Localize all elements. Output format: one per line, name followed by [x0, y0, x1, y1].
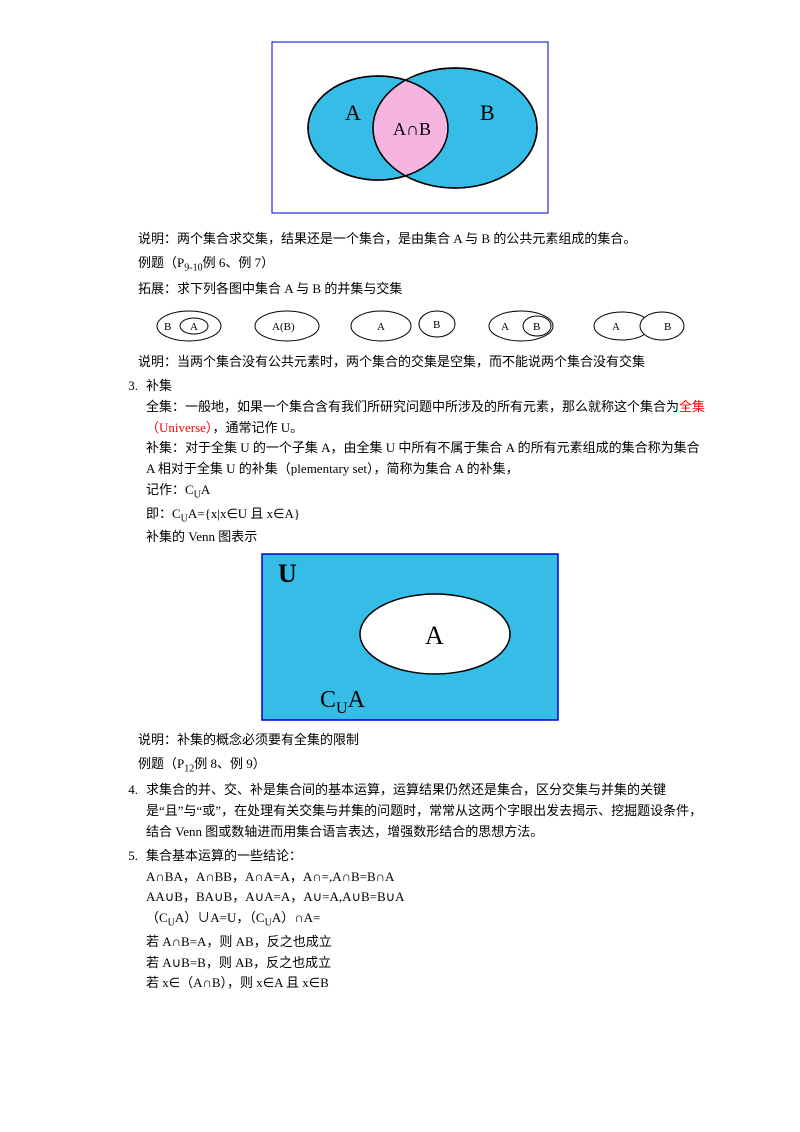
svg-text:B: B: [533, 321, 540, 333]
complement-def: 补集：对于全集 U 的一个子集 A，由全集 U 中所有不属于集合 A 的所有元素…: [146, 438, 710, 480]
svg-text:B: B: [433, 319, 440, 331]
empty-intersection-note: 说明：当两个集合没有公共元素时，两个集合的交集是空集，而不能说两个集合没有交集: [110, 352, 710, 373]
small-venn-3: A B: [349, 308, 459, 344]
example-ref-1: 例题（P9-10例 6、例 7）: [110, 253, 710, 277]
small-venn-5: A B: [590, 308, 690, 344]
complement-note: 说明：补集的概念必须要有全集的限制: [110, 730, 710, 751]
complement-formula: 即：CUA={x|x∈U 且 x∈A}: [146, 504, 710, 528]
venn-label-a: A: [345, 100, 361, 125]
venn-label-int: A∩B: [393, 119, 431, 139]
comp-label-a: A: [425, 621, 444, 650]
svg-text:A: A: [612, 321, 620, 333]
conclusions-title: 集合基本运算的一些结论：: [146, 846, 710, 867]
svg-text:A: A: [377, 321, 385, 333]
small-venn-1: B A: [154, 308, 224, 344]
intersection-note: 说明：两个集合求交集，结果还是一个集合，是由集合 A 与 B 的公共元素组成的集…: [110, 229, 710, 250]
complement-venn: U A CUA: [110, 552, 710, 726]
item-number-4: 4.: [110, 780, 146, 842]
item-number-3: 3.: [110, 376, 146, 548]
comp-label-u: U: [278, 559, 297, 588]
svg-text:A: A: [190, 321, 198, 333]
conclusion-line-1: A∩BA，A∩BB，A∩A=A，A∩=,A∩B=B∩A: [146, 867, 710, 888]
small-venn-row: B A A(B) A B A B A B: [110, 304, 710, 348]
item-number-5: 5.: [110, 846, 146, 994]
svg-text:B: B: [164, 321, 171, 333]
extension-prompt: 拓展：求下列各图中集合 A 与 B 的并集与交集: [110, 279, 710, 300]
venn-label-b: B: [480, 100, 495, 125]
complement-title: 补集: [146, 376, 710, 397]
example-ref-2: 例题（P12例 8、例 9）: [110, 754, 710, 778]
complement-notation: 记作：CUA: [146, 480, 710, 504]
small-venn-4: A B: [487, 308, 563, 344]
conclusion-line-3: （CUA）∪A=U，（CUA）∩A=: [146, 908, 710, 932]
svg-text:B: B: [664, 321, 671, 333]
svg-text:A(B): A(B): [272, 321, 295, 333]
conclusion-line-6: 若 x∈（A∩B），则 x∈A 且 x∈B: [146, 973, 710, 994]
intersection-venn: A B A∩B: [110, 40, 710, 219]
universe-def: 全集：一般地，如果一个集合含有我们所研究问题中所涉及的所有元素，那么就称这个集合…: [146, 397, 710, 439]
conclusion-line-4: 若 A∩B=A，则 AB，反之也成立: [146, 932, 710, 953]
svg-text:A: A: [501, 321, 509, 333]
small-venn-2: A(B): [252, 308, 322, 344]
conclusion-line-2: AA∪B，BA∪B，A∪A=A，A∪=A,A∪B=B∪A: [146, 887, 710, 908]
complement-venn-label: 补集的 Venn 图表示: [146, 527, 710, 548]
item-4-body: 求集合的并、交、补是集合间的基本运算，运算结果仍然还是集合，区分交集与并集的关键…: [146, 780, 710, 842]
conclusion-line-5: 若 A∪B=B，则 AB，反之也成立: [146, 953, 710, 974]
